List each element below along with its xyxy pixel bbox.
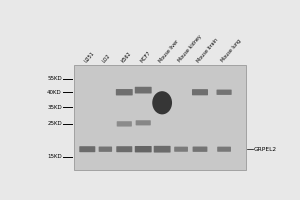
Text: 40KD: 40KD <box>47 90 62 95</box>
Bar <box>74 65 246 170</box>
FancyBboxPatch shape <box>193 147 207 152</box>
FancyBboxPatch shape <box>217 90 232 95</box>
FancyBboxPatch shape <box>136 120 151 125</box>
Text: 55KD: 55KD <box>47 76 62 81</box>
FancyBboxPatch shape <box>117 121 132 127</box>
FancyBboxPatch shape <box>154 146 171 153</box>
Text: MCF7: MCF7 <box>140 50 152 63</box>
Text: Mouse kidney: Mouse kidney <box>177 34 203 63</box>
FancyBboxPatch shape <box>116 146 132 152</box>
Text: Mouse lung: Mouse lung <box>220 39 242 63</box>
Text: 25KD: 25KD <box>47 121 62 126</box>
Text: K562: K562 <box>121 50 132 63</box>
Text: U251: U251 <box>83 50 96 63</box>
FancyBboxPatch shape <box>99 147 112 152</box>
Text: Mouse brain: Mouse brain <box>196 37 219 63</box>
Text: GRPEL2: GRPEL2 <box>254 147 277 152</box>
FancyBboxPatch shape <box>135 87 152 93</box>
FancyBboxPatch shape <box>174 147 188 152</box>
Text: LO2: LO2 <box>101 53 112 63</box>
Text: 35KD: 35KD <box>47 105 62 110</box>
FancyBboxPatch shape <box>79 146 95 152</box>
Text: Mouse liver: Mouse liver <box>158 39 180 63</box>
Ellipse shape <box>152 91 172 114</box>
FancyBboxPatch shape <box>135 146 152 152</box>
FancyBboxPatch shape <box>192 89 208 95</box>
FancyBboxPatch shape <box>116 89 133 95</box>
Text: 15KD: 15KD <box>47 154 62 159</box>
FancyBboxPatch shape <box>217 147 231 152</box>
